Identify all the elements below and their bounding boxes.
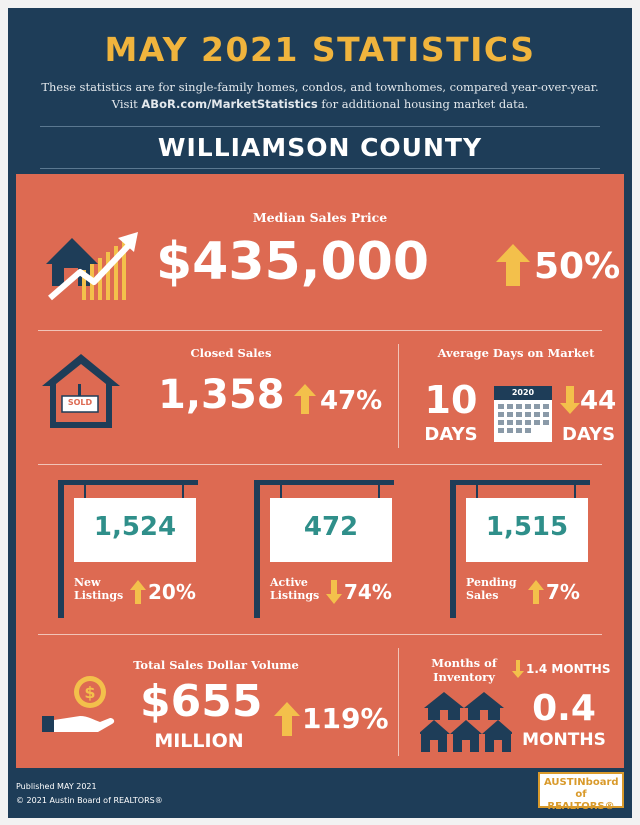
- new-listings-value: 1,524: [93, 512, 177, 542]
- sold-house-icon: [42, 354, 120, 428]
- dollar-volume-unit: MILLION: [154, 730, 244, 752]
- pending-sales-change: 7%: [546, 580, 580, 604]
- page-title: MAY 2021 STATISTICS: [104, 30, 536, 69]
- sign-chain: [182, 485, 184, 498]
- published-date: Published MAY 2021: [16, 782, 97, 791]
- days-on-market-change-unit: DAYS: [562, 424, 616, 445]
- sign-arm: [450, 480, 590, 485]
- section-divider-vertical: [398, 344, 399, 448]
- section-divider-vertical: [398, 648, 399, 756]
- arrow-up-icon: [528, 580, 544, 604]
- inventory-unit: MONTHS: [522, 730, 606, 750]
- median-price-value: $435,000: [156, 232, 430, 292]
- county-title: WILLIAMSON COUNTY: [157, 133, 483, 162]
- header-divider-bottom: [40, 168, 600, 169]
- arrow-down-icon: [560, 386, 580, 414]
- sign-post: [254, 480, 260, 618]
- new-listings-sign: [74, 498, 196, 562]
- subtitle-line-2: Visit ABoR.com/MarketStatistics for addi…: [8, 97, 632, 111]
- logo-line-1: AUSTINboard: [544, 777, 619, 788]
- arrow-down-icon: [326, 580, 342, 604]
- sign-post: [450, 480, 456, 618]
- days-on-market-label: Average Days on Market: [437, 346, 595, 360]
- abor-logo: AUSTINboard of REALTORS®: [538, 772, 624, 812]
- houses-icon: [420, 692, 512, 752]
- inventory-change: 1.4 MONTHS: [526, 662, 611, 676]
- sign-chain: [378, 485, 380, 498]
- sign-arm: [58, 480, 198, 485]
- arrow-up-icon: [274, 702, 300, 736]
- subtitle-suffix: for additional housing market data.: [317, 97, 529, 111]
- sign-chain: [84, 485, 86, 498]
- days-on-market-change: 44: [580, 386, 617, 416]
- subtitle-line-1: These statistics are for single-family h…: [41, 80, 599, 94]
- closed-sales-change: 47%: [320, 386, 383, 416]
- logo-line-2: of REALTORS®: [547, 789, 615, 812]
- closed-sales-label: Closed Sales: [190, 346, 272, 360]
- sign-chain: [476, 485, 478, 498]
- dollar-volume-value: $655: [140, 676, 263, 727]
- dollar-volume-change: 119%: [302, 702, 389, 735]
- market-statistics-link[interactable]: ABoR.com/MarketStatistics: [141, 97, 318, 111]
- infographic-frame: MAY 2021 STATISTICS These statistics are…: [8, 8, 632, 818]
- calendar-year: 2020: [511, 388, 535, 397]
- active-listings-label: Active Listings: [270, 576, 320, 602]
- days-on-market-unit: DAYS: [424, 424, 478, 445]
- money-hand-icon: $: [42, 676, 115, 732]
- arrow-up-icon: [496, 244, 530, 286]
- house-growth-icon: [46, 232, 138, 301]
- inventory-label: Months of Inventory: [431, 656, 497, 684]
- dollar-volume-label: Total Sales Dollar Volume: [133, 658, 299, 672]
- subtitle-prefix: Visit: [111, 97, 142, 111]
- median-price-label: Median Sales Price: [252, 210, 388, 225]
- header-divider-top: [40, 126, 600, 127]
- stats-panel: Median Sales Price $435,000 50% Closed S…: [16, 174, 624, 768]
- sign-post: [58, 480, 64, 618]
- arrow-up-icon: [294, 384, 316, 414]
- active-listings-value: 472: [303, 512, 359, 542]
- section-divider: [38, 330, 602, 331]
- sign-chain: [280, 485, 282, 498]
- pending-sales-value: 1,515: [485, 512, 569, 542]
- pending-sales-label: Pending Sales: [466, 576, 517, 602]
- active-listings-change: 74%: [344, 580, 392, 604]
- new-listings-change: 20%: [148, 580, 196, 604]
- active-listings-sign: [270, 498, 392, 562]
- copyright: © 2021 Austin Board of REALTORS®: [16, 796, 163, 805]
- inventory-value: 0.4: [532, 688, 596, 729]
- new-listings-label: New Listings: [74, 576, 124, 602]
- calendar-icon: [494, 386, 552, 442]
- arrow-down-icon: [512, 660, 524, 678]
- pending-sales-sign: [466, 498, 588, 562]
- section-divider: [38, 464, 602, 465]
- sign-chain: [574, 485, 576, 498]
- sold-sign-text: SOLD: [67, 398, 93, 407]
- arrow-up-icon: [130, 580, 146, 604]
- section-divider: [38, 634, 602, 635]
- closed-sales-value: 1,358: [158, 372, 285, 418]
- svg-text:$: $: [84, 683, 95, 702]
- days-on-market-value: 10: [424, 378, 478, 422]
- sign-arm: [254, 480, 394, 485]
- median-price-change: 50%: [534, 246, 621, 287]
